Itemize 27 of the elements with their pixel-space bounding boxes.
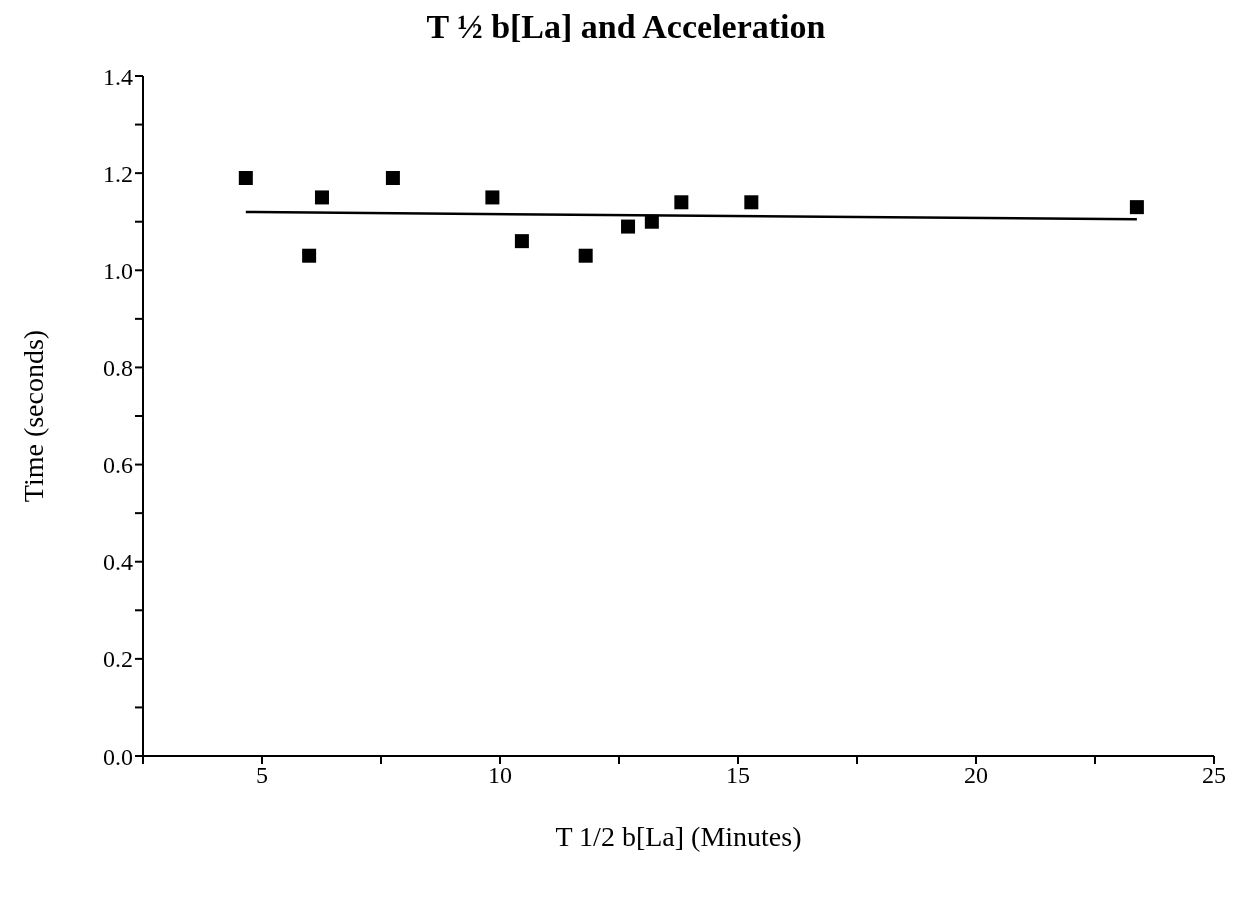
x-tick-label: 10 — [488, 762, 512, 789]
y-tick-label: 0.6 — [103, 452, 133, 479]
point — [514, 234, 529, 249]
point — [621, 219, 636, 234]
point — [744, 195, 759, 210]
point — [385, 171, 400, 185]
x-tick-label: 15 — [726, 762, 750, 789]
y-tick-label: 0.4 — [103, 549, 133, 576]
x-tick-label: 25 — [1202, 762, 1226, 789]
x-tick-label: 5 — [256, 762, 268, 789]
point — [485, 190, 500, 205]
y-tick-label: 1.4 — [103, 63, 133, 90]
point — [302, 248, 317, 263]
point — [578, 248, 593, 263]
point — [238, 171, 253, 185]
x-axis-title: T 1/2 b[La] (Minutes) — [555, 821, 802, 852]
chart-title: T ½ b[La] and Acceleration — [425, 8, 827, 46]
x-tick-label: 20 — [964, 762, 988, 789]
y-tick-label: 0.2 — [103, 646, 133, 673]
y-tick-label: 1.2 — [103, 160, 133, 187]
y-tick-label: 1.0 — [103, 257, 133, 284]
point — [674, 195, 689, 210]
y-axis-title: Time (seconds) — [17, 329, 49, 503]
y-tick-label: 0.8 — [103, 354, 133, 381]
y-tick-label: 0.0 — [103, 743, 133, 770]
point — [314, 190, 329, 205]
point — [1129, 200, 1144, 215]
